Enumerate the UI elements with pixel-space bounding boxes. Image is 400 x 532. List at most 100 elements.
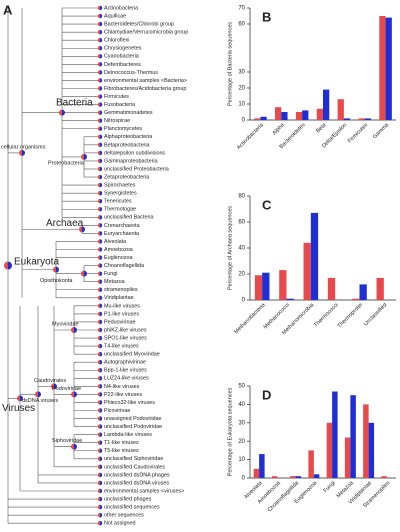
node-half bbox=[51, 383, 54, 390]
leaf-label: Euglenozoa bbox=[104, 255, 132, 261]
leaf-label: T4-like viruses bbox=[104, 344, 139, 350]
bar bbox=[290, 476, 296, 478]
y-tick-label: 30 bbox=[238, 420, 245, 426]
node-half bbox=[100, 512, 103, 518]
y-tick-label: 20 bbox=[238, 86, 245, 92]
node-half bbox=[71, 327, 74, 333]
bar bbox=[368, 422, 375, 478]
node-half bbox=[74, 327, 77, 333]
node-half bbox=[97, 247, 100, 252]
node-half bbox=[100, 271, 103, 276]
node-half bbox=[100, 174, 103, 180]
node-half bbox=[97, 86, 100, 91]
y-tick-label: 60 bbox=[238, 220, 245, 226]
node-half bbox=[97, 287, 100, 292]
x-tick-label: Methanobacteria bbox=[233, 302, 267, 336]
node-half bbox=[100, 472, 103, 478]
x-tick-label: Unclassified bbox=[363, 302, 388, 327]
node-half bbox=[100, 480, 103, 486]
leaf-label: delta/epsilon subdivisions bbox=[104, 150, 165, 156]
leaf-label: Synergistetes bbox=[104, 191, 137, 197]
node-half bbox=[100, 279, 103, 284]
leaf-label: unassigned Podoviridae bbox=[104, 416, 162, 422]
node-half bbox=[97, 207, 100, 212]
y-tick-label: 40 bbox=[238, 246, 245, 252]
node-half bbox=[100, 456, 103, 461]
node-half bbox=[97, 46, 100, 51]
y-axis-title: Percentage of Archaea sequences bbox=[227, 206, 233, 290]
node-half bbox=[100, 392, 103, 397]
node-half bbox=[97, 263, 100, 268]
node-half bbox=[97, 110, 100, 115]
node-half bbox=[100, 384, 103, 389]
leaf-label: Spirochaetes bbox=[104, 183, 136, 189]
node-half bbox=[100, 38, 103, 43]
leaf-label: Tenericutes bbox=[104, 199, 132, 205]
node-half bbox=[74, 443, 77, 450]
node-half bbox=[59, 109, 62, 116]
panel-label: C bbox=[262, 197, 272, 212]
node-half bbox=[97, 223, 100, 228]
node-half bbox=[100, 440, 103, 445]
node-half bbox=[100, 54, 103, 59]
node-half bbox=[97, 102, 100, 107]
node-half bbox=[100, 359, 103, 365]
node-half bbox=[97, 456, 100, 461]
y-tick-label: 20 bbox=[238, 439, 245, 445]
clade-label: Viruses bbox=[2, 403, 35, 414]
node-half bbox=[97, 359, 100, 365]
node-half bbox=[100, 94, 103, 99]
node-half bbox=[97, 150, 100, 156]
node-half bbox=[100, 295, 103, 300]
bar bbox=[385, 17, 392, 121]
y-tick-label: 0 bbox=[242, 118, 246, 124]
node-half bbox=[97, 255, 100, 260]
node-half bbox=[97, 62, 100, 67]
node-half bbox=[97, 416, 100, 421]
bar bbox=[381, 476, 387, 478]
leaf-label: Firmicutes bbox=[104, 94, 129, 100]
bar bbox=[363, 404, 369, 478]
node-half bbox=[100, 504, 103, 510]
node-half bbox=[100, 448, 103, 453]
node-half bbox=[100, 416, 103, 421]
node-half bbox=[71, 391, 74, 398]
node-half bbox=[100, 126, 103, 131]
leaf-label: Alphaproteobacteria bbox=[104, 134, 152, 140]
node-half bbox=[97, 472, 100, 478]
leaf-label: N4-like viruses bbox=[104, 384, 140, 390]
node-half bbox=[100, 110, 103, 115]
clade-label: cellular organisms bbox=[1, 144, 46, 150]
bar bbox=[332, 391, 338, 478]
x-tick-label: Thermococci bbox=[313, 302, 340, 329]
bar bbox=[323, 89, 330, 120]
node-half bbox=[35, 391, 38, 398]
leaf-label: Actinobacteria bbox=[104, 5, 138, 11]
y-tick-label: 60 bbox=[238, 22, 245, 28]
node-half bbox=[100, 496, 103, 502]
bar bbox=[271, 476, 278, 478]
clade-label: Proteobacteria bbox=[48, 160, 85, 166]
node-half bbox=[97, 303, 100, 309]
node-half bbox=[97, 38, 100, 43]
leaf-label: Alveolata bbox=[104, 239, 126, 245]
bar bbox=[286, 298, 294, 300]
leaf-label: environmental samples <viruses> bbox=[104, 488, 184, 494]
node-half bbox=[22, 149, 26, 156]
leaf-label: Cyanobacteria bbox=[104, 54, 139, 60]
node-half bbox=[100, 134, 103, 139]
node-half bbox=[97, 392, 100, 397]
leaf-label: Peduovirinae bbox=[104, 319, 135, 325]
leaf-label: unclassified Podoviridae bbox=[104, 424, 162, 430]
node-half bbox=[100, 62, 103, 67]
leaf-label: unclassified sequences bbox=[104, 505, 160, 511]
bar bbox=[310, 212, 319, 300]
panel-label: D bbox=[262, 387, 271, 402]
leaf-label: Mu-like viruses bbox=[104, 303, 140, 309]
clade-label: Siphoviridae bbox=[52, 438, 82, 444]
node-half bbox=[97, 480, 100, 486]
node-half bbox=[97, 5, 100, 11]
node-half bbox=[97, 199, 100, 204]
y-axis-title: Percentage of Bacteria sequences bbox=[227, 22, 233, 106]
